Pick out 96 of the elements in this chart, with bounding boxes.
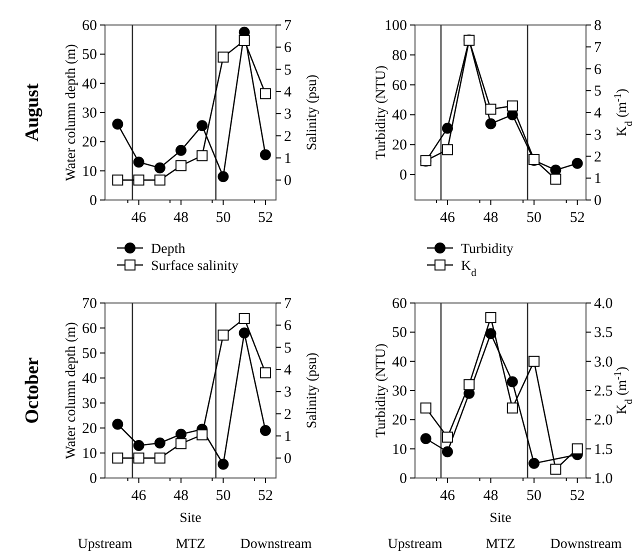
y2-tick-label: 2: [284, 128, 292, 145]
x-tick-label: 52: [570, 210, 585, 226]
y2-tick-label: 7: [594, 40, 602, 56]
y-tick-label: 50: [82, 47, 97, 64]
y2-tick-label: 3: [284, 384, 292, 401]
y2-tick-label: 4: [284, 362, 292, 378]
x-tick-label: 46: [131, 488, 147, 504]
legend-label: Turbidity: [461, 242, 514, 257]
y2-tick-label: 4: [284, 84, 292, 100]
y-tick-label: 40: [82, 371, 97, 387]
y2-tick-label: 0: [594, 193, 602, 209]
y2-tick-label: 1: [284, 428, 292, 445]
text: Downstream: [240, 537, 312, 552]
x-axis-title: Site: [490, 511, 512, 526]
x-tick-label: 48: [174, 210, 188, 226]
x-tick-label: 48: [483, 210, 498, 226]
y-axis-title: Water column depth (m): [64, 44, 79, 181]
y-tick-label: 10: [82, 164, 97, 180]
y-tick-label: 60: [392, 296, 407, 312]
y-tick-label: 40: [82, 76, 97, 92]
y2-tick-label: 6: [284, 40, 292, 56]
y-tick-label: 50: [82, 346, 97, 362]
y2-tick-label: 2.5: [594, 384, 613, 400]
y-tick-label: 20: [392, 138, 407, 154]
y-tick-label: 0: [400, 168, 407, 184]
y2-tick-label: 2: [284, 406, 292, 423]
y2-tick-label: 1: [594, 171, 602, 188]
y2-tick-label: 0: [284, 451, 292, 468]
y-tick-label: 50: [392, 325, 407, 342]
y-tick-label: 100: [384, 18, 407, 34]
y2-tick-label: 1: [284, 150, 292, 167]
y2-tick-label: 4: [594, 106, 602, 122]
y-tick-label: 10: [82, 446, 97, 462]
x-tick-label: 50: [216, 210, 231, 226]
text: Upstream: [78, 537, 132, 552]
x-tick-label: 48: [483, 488, 498, 504]
text: MTZ: [486, 537, 516, 552]
y-tick-label: 40: [392, 354, 407, 370]
y2-tick-label: 3: [594, 127, 602, 144]
y-tick-label: 60: [392, 78, 407, 94]
x-tick-label: 52: [570, 488, 585, 504]
y-tick-label: 60: [82, 18, 97, 34]
y2-tick-label: 7: [284, 296, 292, 312]
y-axis-title: Water column depth (m): [64, 322, 79, 459]
y2-tick-label: 4.0: [594, 296, 613, 312]
y2-tick-label: 2: [594, 149, 602, 166]
y-tick-label: 20: [392, 412, 407, 429]
y-tick-label: 10: [392, 442, 407, 458]
text: October: [22, 356, 43, 424]
text: Upstream: [388, 537, 442, 552]
y2-axis-title: Salinity (psu): [305, 74, 320, 150]
y-tick-label: 30: [82, 396, 97, 412]
x-tick-label: 46: [440, 210, 456, 226]
y2-tick-label: 8: [594, 18, 602, 34]
legend-label: K$_{d}$: [461, 259, 478, 278]
x-tick-label: 50: [526, 210, 542, 226]
y-tick-label: 20: [82, 134, 97, 151]
x-tick-label: 52: [258, 488, 273, 504]
legend-label: Surface salinity: [151, 259, 238, 274]
y-tick-label: 0: [400, 471, 407, 487]
y2-tick-label: 3.5: [594, 325, 613, 342]
y2-tick-label: 6: [594, 62, 602, 78]
y-tick-label: 40: [392, 108, 407, 124]
legend-label: Depth: [151, 242, 186, 257]
x-tick-label: 50: [216, 488, 231, 504]
x-tick-label: 46: [131, 210, 147, 226]
y-tick-label: 70: [82, 296, 97, 312]
x-tick-label: 48: [174, 488, 188, 504]
y2-axis-title: Salinity (psu): [305, 352, 320, 428]
y-tick-label: 30: [82, 106, 97, 122]
text: August: [22, 82, 43, 142]
x-tick-label: 50: [526, 488, 542, 504]
y-tick-label: 80: [392, 48, 407, 64]
y-tick-label: 0: [90, 471, 97, 487]
y-tick-label: 30: [392, 384, 407, 400]
y2-tick-label: 6: [284, 318, 292, 334]
y2-tick-label: 5: [594, 84, 602, 100]
y2-tick-label: 5: [284, 340, 292, 356]
y-axis-title: Turbidity (NTU): [374, 65, 389, 160]
y2-tick-label: 2.0: [594, 412, 613, 429]
y2-tick-label: 5: [284, 62, 292, 78]
x-tick-label: 46: [440, 488, 456, 504]
y-tick-label: 20: [82, 421, 97, 437]
text: Downstream: [550, 537, 622, 552]
y-tick-label: 60: [82, 321, 97, 337]
y2-tick-label: 1.5: [594, 442, 613, 458]
y2-tick-label: 3.0: [594, 354, 613, 370]
y2-tick-label: 7: [284, 18, 292, 34]
y2-tick-label: 3: [284, 106, 292, 123]
y2-tick-label: 0: [284, 173, 292, 190]
x-tick-label: 52: [258, 210, 273, 226]
y-tick-label: 0: [90, 193, 97, 209]
x-axis-title: Site: [180, 511, 202, 526]
y-axis-title: Turbidity (NTU): [374, 343, 389, 438]
y2-tick-label: 1.0: [594, 471, 613, 487]
text: MTZ: [176, 537, 206, 552]
